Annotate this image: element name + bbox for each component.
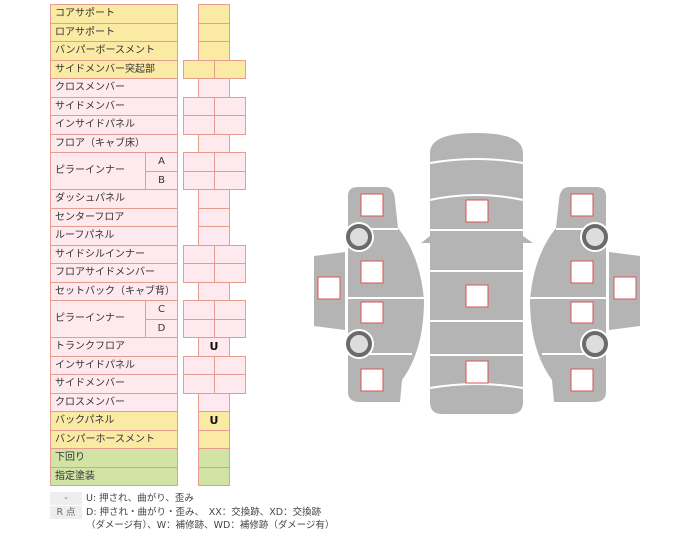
cell-right[interactable]: [214, 115, 246, 135]
cell-right[interactable]: [214, 318, 246, 338]
row-label: ピラーインナー: [50, 300, 146, 338]
car-left-side: [314, 187, 425, 402]
cell-right[interactable]: [214, 59, 246, 79]
check-box[interactable]: [465, 284, 489, 308]
check-box[interactable]: [465, 360, 489, 384]
legend-text: （ダメージ有）、W：補修跡、WD：補修跡（ダメージ有）: [86, 520, 335, 531]
legend-row: R 点 D: 押され・曲がり・歪み、 XX：交換跡、XD：交換跡: [50, 505, 322, 519]
check-box[interactable]: [360, 368, 384, 392]
check-box[interactable]: [317, 276, 341, 300]
cell-right[interactable]: [214, 170, 246, 190]
check-box[interactable]: [360, 301, 384, 324]
legend-text: U: 押され、曲がり、歪み: [86, 493, 194, 504]
row-label: ピラーインナー: [50, 152, 146, 190]
legend-row: （ダメージ有）、W：補修跡、WD：補修跡（ダメージ有）: [50, 519, 334, 532]
cell[interactable]: [198, 466, 230, 486]
check-box[interactable]: [360, 193, 384, 217]
cell-right[interactable]: [214, 263, 246, 283]
legend-row: - U: 押され、曲がり、歪み: [50, 492, 194, 505]
car-right-side: [527, 185, 642, 404]
check-box[interactable]: [465, 199, 489, 223]
check-box[interactable]: [360, 260, 384, 284]
legend-key: -: [50, 492, 82, 505]
row-label: 指定塗装: [50, 466, 178, 486]
car-center-body: [421, 133, 533, 414]
legend-key: R 点: [50, 505, 82, 519]
legend-text: D: 押され・曲がり・歪み、 XX：交換跡、XD：交換跡: [86, 506, 322, 518]
cell-right[interactable]: [214, 374, 246, 394]
